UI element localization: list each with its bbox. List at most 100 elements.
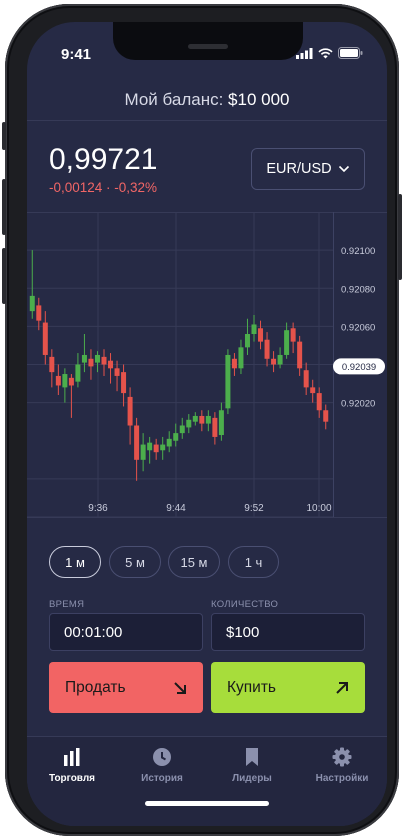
buy-button[interactable]: Купить bbox=[211, 662, 365, 713]
buy-button-label: Купить bbox=[227, 678, 277, 696]
candle-body bbox=[212, 417, 218, 437]
current-price: 0,99721 bbox=[49, 143, 158, 176]
candle-body bbox=[231, 358, 237, 369]
currency-pair-label: EUR/USD bbox=[266, 161, 332, 177]
candle-body bbox=[284, 330, 290, 355]
candle-body bbox=[179, 425, 185, 434]
y-tick-label: 0.92020 bbox=[341, 399, 375, 410]
candle-body bbox=[264, 339, 270, 359]
x-tick-label: 9:36 bbox=[88, 503, 108, 514]
candle-body bbox=[192, 415, 198, 422]
notch bbox=[113, 22, 303, 60]
candle-body bbox=[238, 347, 244, 369]
arrow-down-right-icon bbox=[174, 681, 186, 694]
clock-icon bbox=[153, 748, 171, 766]
candle-body bbox=[225, 354, 231, 409]
y-tick-label: 0.92100 bbox=[341, 246, 375, 257]
candle-body bbox=[297, 341, 303, 369]
timeframe-15m[interactable]: 15 м bbox=[168, 546, 220, 578]
candle-body bbox=[258, 328, 264, 342]
candle-body bbox=[101, 356, 107, 365]
current-price-tag bbox=[333, 358, 385, 375]
candle-body bbox=[310, 387, 316, 394]
candle-body bbox=[140, 444, 146, 460]
candle-body bbox=[114, 368, 120, 376]
candle-body bbox=[55, 375, 61, 386]
time-label: ВРЕМЯ bbox=[49, 599, 85, 610]
tab-leaders[interactable]: Лидеры bbox=[207, 747, 297, 784]
tab-trading-label: Торговля bbox=[48, 773, 96, 784]
candle-body bbox=[186, 419, 192, 428]
quantity-label: КОЛИЧЕСТВО bbox=[211, 599, 279, 610]
candle-body bbox=[88, 358, 94, 367]
candle-body bbox=[94, 354, 100, 363]
candle-body bbox=[160, 444, 166, 451]
candle-body bbox=[251, 324, 257, 334]
currency-pair-selector[interactable]: EUR/USD bbox=[251, 148, 365, 190]
candle-body bbox=[49, 356, 55, 373]
timeframe-5m[interactable]: 5 м bbox=[109, 546, 161, 578]
chevron-down-icon bbox=[338, 165, 349, 173]
candle-body bbox=[199, 415, 205, 424]
signal-icon bbox=[296, 47, 313, 59]
y-tick-label: 0.92080 bbox=[341, 284, 375, 295]
tab-bar: Торговля История Лидеры bbox=[27, 736, 387, 826]
sell-button-label: Продать bbox=[65, 678, 126, 696]
volume-down-button bbox=[2, 248, 6, 304]
x-tick-label: 10:00 bbox=[306, 503, 331, 514]
power-button bbox=[398, 194, 402, 280]
candle-body bbox=[205, 415, 211, 424]
current-price-label: 0.92039 bbox=[342, 362, 376, 373]
x-tick-label: 9:52 bbox=[244, 503, 264, 514]
candle-body bbox=[323, 410, 329, 422]
candle-body bbox=[147, 442, 153, 451]
volume-up-button bbox=[2, 179, 6, 235]
candle-body bbox=[244, 334, 250, 348]
balance-label: Мой баланс: bbox=[124, 90, 224, 109]
bar-chart-icon bbox=[64, 748, 80, 766]
candle-body bbox=[303, 370, 309, 388]
candle-body bbox=[81, 354, 87, 363]
candle-body bbox=[36, 305, 42, 321]
y-tick-label: 0.92060 bbox=[341, 322, 375, 333]
candle-body bbox=[166, 438, 172, 447]
home-indicator bbox=[145, 801, 269, 806]
tab-history-label: История bbox=[141, 773, 183, 784]
candle-body bbox=[271, 358, 277, 365]
sell-button[interactable]: Продать bbox=[49, 662, 203, 713]
candle-body bbox=[29, 295, 35, 312]
tab-trading[interactable]: Торговля bbox=[27, 747, 117, 784]
candle-body bbox=[62, 374, 68, 388]
wifi-icon bbox=[318, 47, 333, 58]
balance: Мой баланс: $10 000 bbox=[27, 90, 387, 110]
quantity-input[interactable]: $100 bbox=[211, 613, 365, 651]
tab-history[interactable]: История bbox=[117, 747, 207, 784]
candle-body bbox=[75, 364, 81, 382]
candle-body bbox=[68, 377, 74, 386]
candle-body bbox=[290, 328, 296, 342]
divider bbox=[27, 120, 387, 121]
candle-body bbox=[316, 393, 322, 411]
mute-switch bbox=[2, 122, 6, 150]
app-screen: 9:41 Мой баланс: $10 000 0,99721 -0,001 bbox=[27, 22, 387, 826]
timeframe-1m[interactable]: 1 м bbox=[49, 546, 101, 578]
tab-settings-label: Настройки bbox=[315, 773, 369, 784]
candle-body bbox=[277, 354, 283, 365]
price-chart[interactable]: 0.921000.920800.920600.920400.920209:369… bbox=[27, 212, 387, 530]
candle-body bbox=[173, 433, 179, 441]
price-change: -0,00124 · -0,32% bbox=[49, 180, 158, 195]
x-tick-label: 9:44 bbox=[166, 503, 186, 514]
phone-frame: 9:41 Мой баланс: $10 000 0,99721 -0,001 bbox=[2, 4, 402, 836]
candle-body bbox=[42, 322, 48, 355]
timeframe-1h[interactable]: 1 ч bbox=[228, 546, 279, 578]
candle-body bbox=[127, 396, 133, 426]
status-time: 9:41 bbox=[61, 46, 92, 63]
tab-settings[interactable]: Настройки bbox=[297, 747, 387, 784]
time-input[interactable]: 00:01:00 bbox=[49, 613, 203, 651]
candle-body bbox=[108, 360, 114, 369]
battery-icon bbox=[338, 47, 363, 59]
bookmark-icon bbox=[246, 748, 258, 766]
status-icons bbox=[296, 47, 363, 59]
candle-body bbox=[153, 444, 159, 453]
candle-body bbox=[218, 410, 224, 436]
